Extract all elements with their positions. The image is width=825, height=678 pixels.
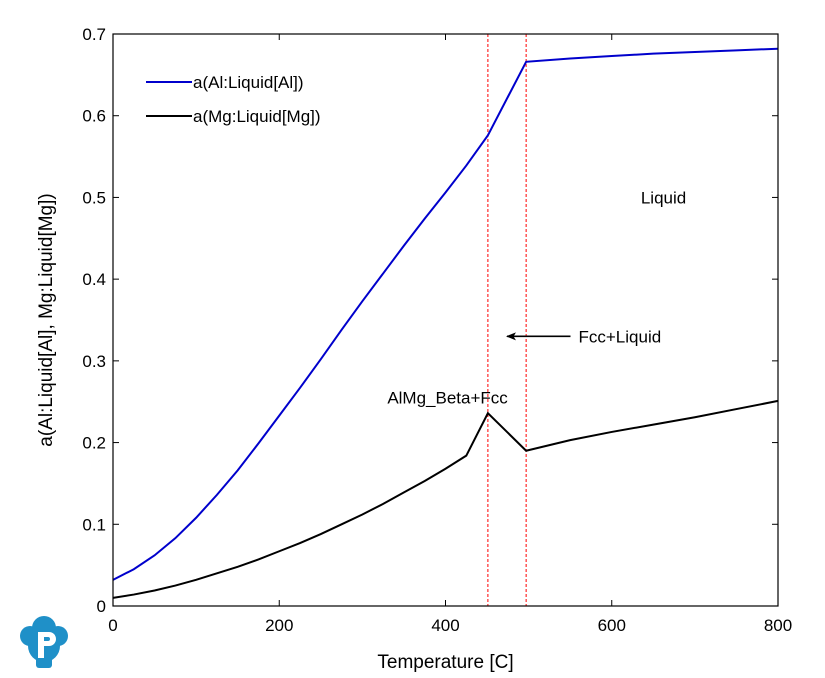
x-tick-label: 800 <box>764 616 792 635</box>
phase-boundary-lines <box>487 34 527 606</box>
y-tick-label: 0 <box>97 597 106 616</box>
series-line-1 <box>112 47 779 581</box>
legend: a(Al:Liquid[Al]) a(Mg:Liquid[Mg]) <box>146 73 321 126</box>
series-line-2 <box>112 399 779 599</box>
x-axis-label: Temperature [C] <box>377 652 513 673</box>
y-tick-label: 0.4 <box>82 270 106 289</box>
company-logo-icon <box>20 616 68 668</box>
y-tick-label: 0.6 <box>82 107 106 126</box>
y-axis-label: a(Al:Liquid[Al], Mg:Liquid[Mg]) <box>36 193 57 446</box>
annotations: Liquid Fcc+Liquid AlMg_Beta+Fcc <box>387 188 686 407</box>
x-tick-label: 600 <box>598 616 626 635</box>
annotation-label: Liquid <box>641 188 686 207</box>
legend-label: a(Mg:Liquid[Mg]) <box>193 107 321 126</box>
y-tick-label: 0.7 <box>82 25 106 44</box>
y-tick-label: 0.5 <box>82 188 106 207</box>
y-tick-label: 0.1 <box>82 515 106 534</box>
x-tick-label: 0 <box>108 616 117 635</box>
annotation-label: Fcc+Liquid <box>579 327 662 346</box>
axis-ticks: 0 200 400 600 800 0 0.1 0.2 0.3 0.4 0.5 0.6 0.7 <box>82 25 792 635</box>
annotation-label: AlMg_Beta+Fcc <box>387 389 508 408</box>
legend-label: a(Al:Liquid[Al]) <box>193 73 304 92</box>
x-tick-label: 200 <box>265 616 293 635</box>
x-tick-label: 400 <box>431 616 459 635</box>
series-lines <box>112 47 779 599</box>
y-tick-label: 0.2 <box>82 434 106 453</box>
y-tick-label: 0.3 <box>82 352 106 371</box>
